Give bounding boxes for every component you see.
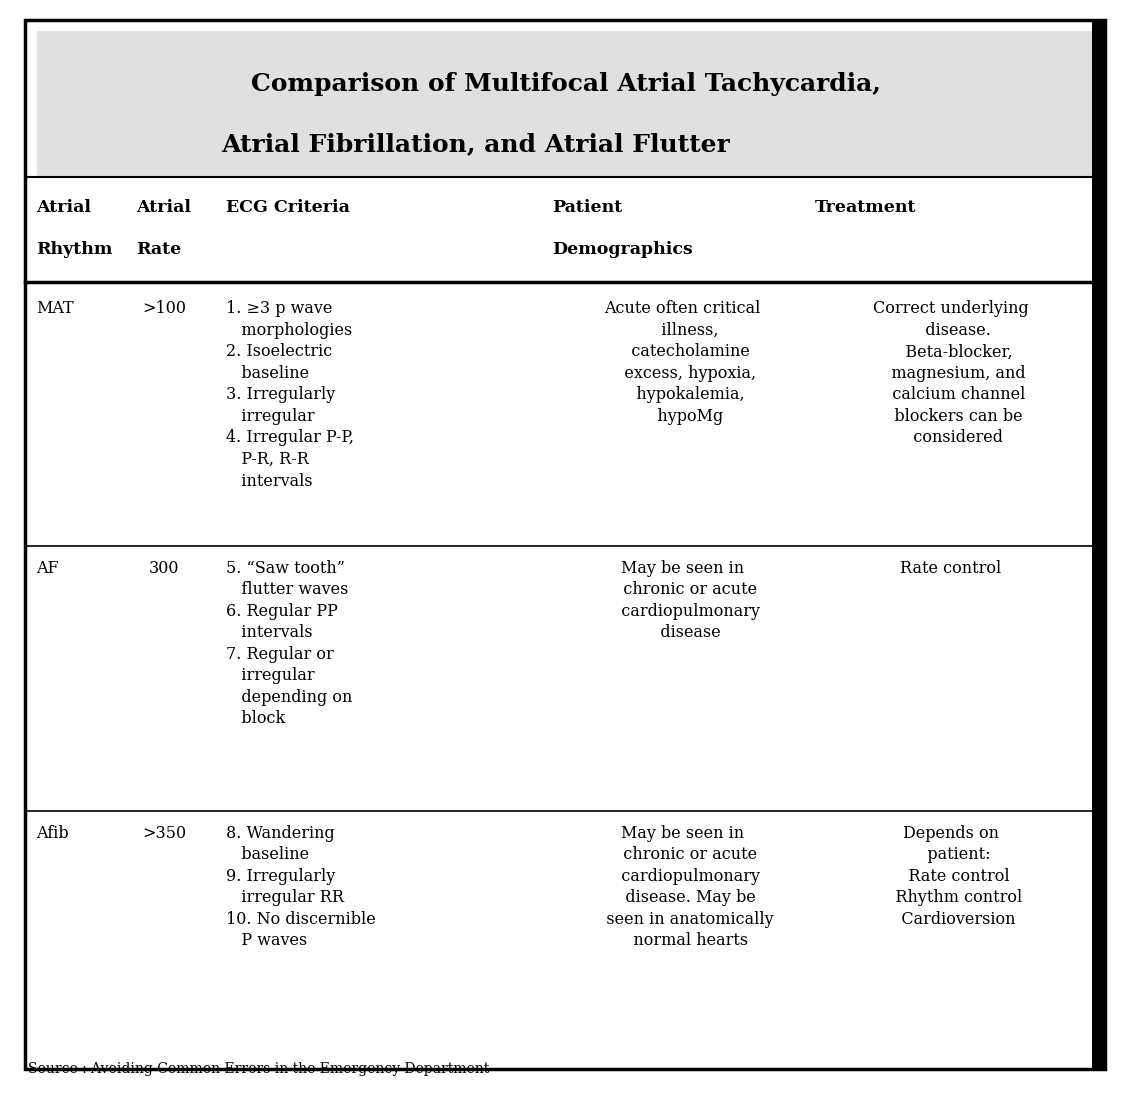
Text: 10. No discernible: 10. No discernible <box>226 911 376 927</box>
Text: cardiopulmonary: cardiopulmonary <box>606 868 760 884</box>
Text: Patient: Patient <box>552 199 623 215</box>
Text: calcium channel: calcium channel <box>876 386 1026 403</box>
Text: Acute often critical: Acute often critical <box>604 300 761 317</box>
Text: MAT: MAT <box>36 300 74 317</box>
Text: irregular RR: irregular RR <box>226 890 344 906</box>
Text: baseline: baseline <box>226 846 309 863</box>
Text: blockers can be: blockers can be <box>880 408 1022 425</box>
Text: Beta-blocker,: Beta-blocker, <box>890 343 1012 360</box>
Text: Comparison of Multifocal Atrial Tachycardia,: Comparison of Multifocal Atrial Tachycar… <box>251 72 881 96</box>
Text: disease.: disease. <box>910 322 992 339</box>
Text: seen in anatomically: seen in anatomically <box>591 911 774 927</box>
Text: >100: >100 <box>143 300 186 317</box>
Text: hypoMg: hypoMg <box>642 408 723 425</box>
Text: Atrial Fibrillation, and Atrial Flutter: Atrial Fibrillation, and Atrial Flutter <box>221 132 730 157</box>
Text: irregular: irregular <box>226 667 315 684</box>
Text: >350: >350 <box>143 825 186 841</box>
Text: hypokalemia,: hypokalemia, <box>620 386 745 403</box>
Text: intervals: intervals <box>226 473 314 489</box>
Text: catecholamine: catecholamine <box>616 343 749 360</box>
Text: 2. Isoelectric: 2. Isoelectric <box>226 343 333 360</box>
Text: Rhythm control: Rhythm control <box>880 890 1022 906</box>
Text: Rhythm: Rhythm <box>36 241 112 257</box>
Text: P-R, R-R: P-R, R-R <box>226 452 309 468</box>
Text: Atrial: Atrial <box>36 199 92 215</box>
Text: P waves: P waves <box>226 932 308 949</box>
Text: considered: considered <box>899 429 1003 446</box>
Text: irregular: irregular <box>226 408 315 425</box>
Text: 5. “Saw tooth”: 5. “Saw tooth” <box>226 560 345 576</box>
Text: ECG Criteria: ECG Criteria <box>226 199 350 215</box>
Text: 300: 300 <box>149 560 179 576</box>
Text: 3. Irregularly: 3. Irregularly <box>226 386 336 403</box>
Text: Correct underlying: Correct underlying <box>873 300 1029 317</box>
Text: AF: AF <box>36 560 59 576</box>
Text: Rate control: Rate control <box>900 560 1002 576</box>
Text: magnesium, and: magnesium, and <box>876 364 1026 382</box>
Text: 7. Regular or: 7. Regular or <box>226 646 334 662</box>
Text: normal hearts: normal hearts <box>618 932 747 949</box>
Text: disease. May be: disease. May be <box>610 890 755 906</box>
Text: cardiopulmonary: cardiopulmonary <box>606 603 760 619</box>
Text: 4. Irregular P-P,: 4. Irregular P-P, <box>226 429 354 446</box>
Text: baseline: baseline <box>226 364 309 382</box>
Text: Source : Avoiding Common Errors in the Emergency Department: Source : Avoiding Common Errors in the E… <box>28 1062 489 1076</box>
Text: morphologies: morphologies <box>226 322 353 339</box>
Text: Cardioversion: Cardioversion <box>886 911 1015 927</box>
Text: disease: disease <box>645 625 720 641</box>
Text: flutter waves: flutter waves <box>226 581 349 598</box>
Text: 8. Wandering: 8. Wandering <box>226 825 335 841</box>
Text: May be seen in: May be seen in <box>621 560 744 576</box>
Text: chronic or acute: chronic or acute <box>608 581 757 598</box>
Text: patient:: patient: <box>911 846 990 863</box>
Text: Depends on: Depends on <box>903 825 998 841</box>
Bar <box>37 31 1092 177</box>
Text: Treatment: Treatment <box>815 199 917 215</box>
Text: illness,: illness, <box>646 322 719 339</box>
Text: May be seen in: May be seen in <box>621 825 744 841</box>
Text: Rate control: Rate control <box>892 868 1010 884</box>
Text: excess, hypoxia,: excess, hypoxia, <box>609 364 756 382</box>
Text: Atrial: Atrial <box>136 199 191 215</box>
Text: 6. Regular PP: 6. Regular PP <box>226 603 338 619</box>
Text: chronic or acute: chronic or acute <box>608 846 757 863</box>
Text: Rate: Rate <box>136 241 181 257</box>
Text: 9. Irregularly: 9. Irregularly <box>226 868 336 884</box>
Text: block: block <box>226 711 285 728</box>
Text: Afib: Afib <box>36 825 69 841</box>
Text: Demographics: Demographics <box>552 241 693 257</box>
Bar <box>1092 20 1104 1069</box>
Text: depending on: depending on <box>226 689 353 705</box>
Text: intervals: intervals <box>226 625 314 641</box>
Text: 1. ≥3 p wave: 1. ≥3 p wave <box>226 300 333 317</box>
